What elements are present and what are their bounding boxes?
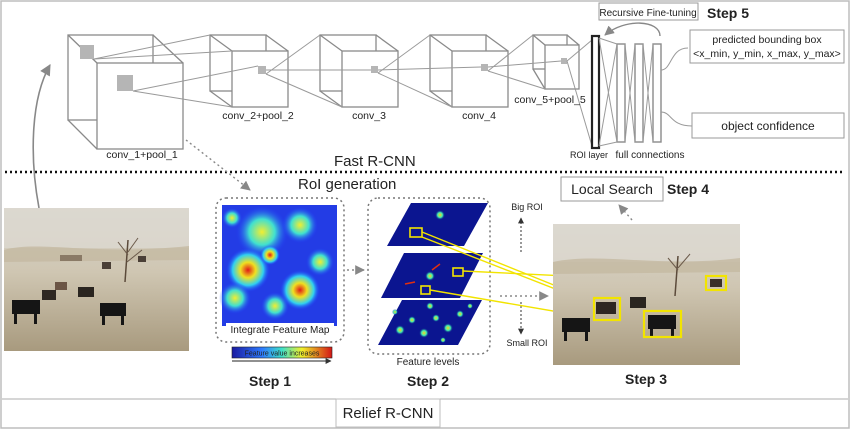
- bbox-output-line2: <x_min, y_min, x_max, y_max>: [693, 48, 841, 60]
- integrate-feature-map: [219, 205, 337, 326]
- conv4-label: conv_4: [462, 110, 496, 122]
- conv4-block: [429, 34, 509, 108]
- conv3-block: [319, 34, 399, 108]
- conv1-label: conv_1+pool_1: [106, 149, 178, 161]
- conv2-block: [209, 34, 289, 108]
- fast-rcnn-title: Fast R-CNN: [334, 153, 416, 170]
- colorbar-label: Feature value increases: [245, 351, 320, 358]
- conv1-to-featuremap-arrow: [185, 139, 251, 191]
- step1-label: Step 1: [249, 373, 291, 389]
- roi-layer-bar: [590, 34, 601, 150]
- local-search-box: [560, 176, 664, 202]
- feature-levels-label: Feature levels: [397, 357, 460, 368]
- step3-label: Step 3: [625, 371, 667, 387]
- roi-generation-title: RoI generation: [298, 176, 396, 193]
- conv5-label: conv_5+pool_5: [514, 94, 586, 106]
- detection-boxes: [592, 274, 728, 339]
- recursive-arrow: [604, 22, 661, 37]
- big-roi-label: Big ROI: [511, 202, 543, 212]
- step2-dotted-frame: [367, 197, 491, 355]
- input-to-conv1-arrow: [32, 64, 51, 209]
- fc-layers: [616, 43, 662, 143]
- conv-connections: [93, 34, 593, 147]
- step3-to-localsearch-arrow: [618, 204, 633, 221]
- feature-level-middle: [381, 253, 483, 298]
- step1-dotted-frame: [215, 197, 345, 343]
- detection-photo: [553, 224, 740, 365]
- feature-map-label: Integrate Feature Map: [231, 325, 330, 336]
- full-connections-label: full connections: [616, 150, 685, 161]
- conv5-block: [532, 34, 580, 90]
- feature-level-bottom: [378, 300, 482, 345]
- footer-title-box: [335, 398, 441, 428]
- footer-title: Relief R-CNN: [343, 405, 434, 422]
- step5-label: Step 5: [707, 5, 749, 21]
- colorbar: [231, 346, 333, 359]
- feature-level-top: [387, 203, 488, 246]
- bbox-output-line1: predicted bounding box: [712, 34, 822, 46]
- step4-label: Step 4: [667, 181, 709, 197]
- feature-map-label-bg: [226, 323, 334, 336]
- roi-layer-label: ROI layer: [570, 150, 608, 160]
- confidence-output-box: [691, 112, 845, 139]
- conv3-label: conv_3: [352, 110, 386, 122]
- fc-connections: [598, 37, 693, 147]
- recursive-finetuning-label: Recursive Fine-tuning: [599, 8, 696, 19]
- input-photo: [4, 208, 189, 351]
- bbox-output-box: [689, 29, 845, 64]
- confidence-output-label: object confidence: [721, 119, 815, 133]
- conv2-label: conv_2+pool_2: [222, 110, 294, 122]
- conv1-block: [67, 34, 184, 150]
- step2-label: Step 2: [407, 373, 449, 389]
- recursive-finetuning-box: [598, 2, 699, 21]
- small-roi-label: Small ROI: [506, 338, 547, 348]
- local-search-label: Local Search: [571, 181, 653, 197]
